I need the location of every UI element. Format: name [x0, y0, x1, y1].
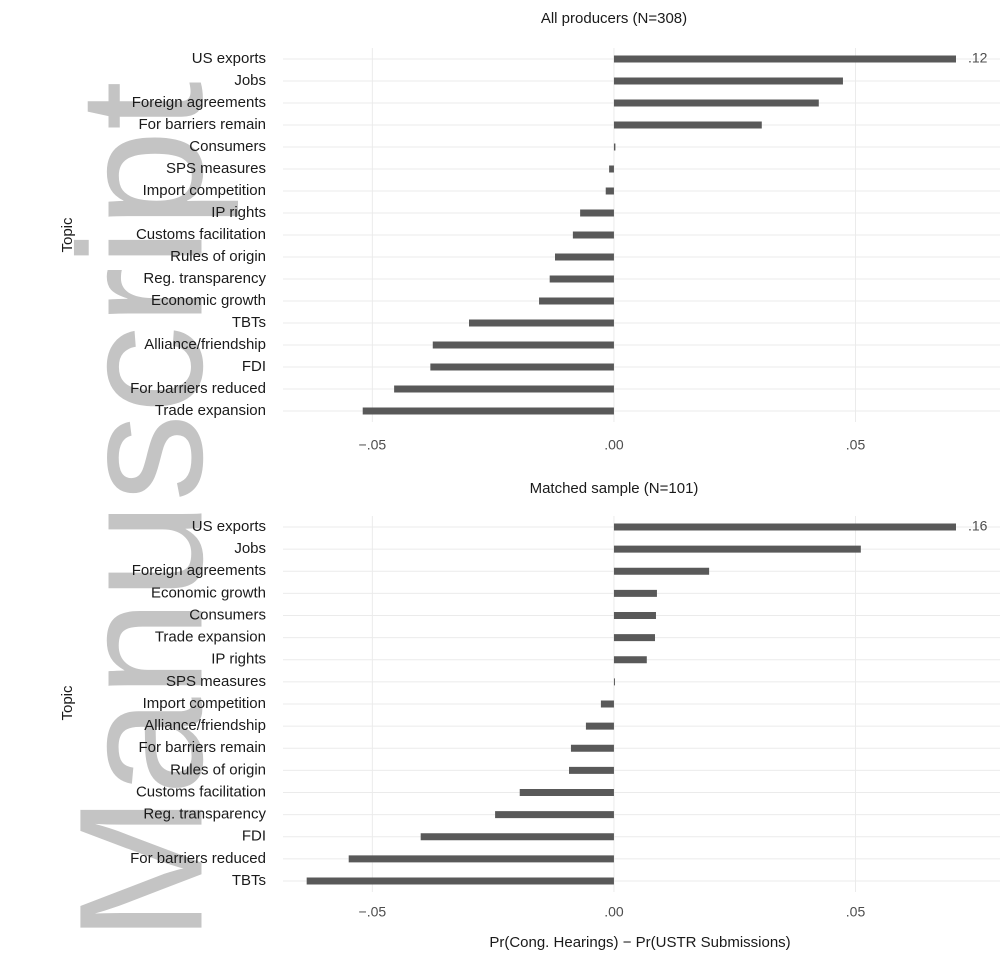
y-tick-label: Economic growth	[151, 584, 266, 601]
bar	[495, 811, 614, 819]
y-tick-label: FDI	[242, 358, 266, 375]
y-tick-label: IP rights	[211, 204, 266, 221]
panel-title: Matched sample (N=101)	[530, 480, 699, 497]
bar	[306, 877, 614, 885]
y-tick-label: Import competition	[143, 695, 266, 712]
bar	[430, 363, 614, 371]
y-tick-label: Trade expansion	[155, 402, 266, 419]
bar	[394, 385, 614, 393]
bar	[613, 77, 843, 85]
y-tick-label: Import competition	[143, 182, 266, 199]
x-tick-label: −.05	[359, 904, 387, 920]
bar	[420, 833, 614, 841]
y-tick-label: For barriers remain	[138, 116, 266, 133]
bar	[613, 55, 956, 63]
bar	[555, 253, 614, 261]
y-tick-label: For barriers remain	[138, 739, 266, 756]
x-axis-label: Pr(Cong. Hearings) − Pr(USTR Submissions…	[489, 934, 790, 951]
bar	[585, 722, 614, 730]
y-tick-label: Economic growth	[151, 292, 266, 309]
bar	[572, 231, 614, 239]
x-tick-label: .05	[846, 437, 866, 453]
y-tick-label: TBTs	[232, 314, 266, 331]
bar	[580, 209, 614, 217]
y-tick-label: Alliance/friendship	[144, 717, 266, 734]
value-label: .12	[968, 50, 988, 66]
bar	[519, 789, 614, 796]
y-tick-label: Foreign agreements	[132, 562, 266, 579]
bar	[570, 744, 614, 752]
bar	[362, 407, 614, 415]
bar	[613, 545, 861, 553]
y-tick-label: Reg. transparency	[143, 270, 266, 287]
bar	[613, 589, 657, 597]
bar	[613, 656, 647, 664]
y-tick-label: SPS measures	[166, 673, 266, 690]
bar	[432, 341, 614, 349]
bar	[613, 634, 656, 642]
bar	[613, 567, 710, 575]
bar	[539, 297, 614, 305]
x-tick-label: .00	[604, 437, 624, 453]
value-label: .16	[968, 518, 988, 534]
y-tick-label: Jobs	[234, 72, 266, 89]
y-tick-label: SPS measures	[166, 160, 266, 177]
x-tick-label: −.05	[359, 437, 387, 453]
y-tick-label: Reg. transparency	[143, 806, 266, 823]
y-tick-label: US exports	[192, 50, 266, 67]
bar	[613, 99, 819, 107]
y-tick-label: For barriers reduced	[130, 850, 266, 867]
bar	[600, 700, 614, 708]
bar	[348, 855, 614, 863]
y-tick-label: Customs facilitation	[136, 783, 266, 800]
watermark: Manuscript	[43, 81, 239, 942]
bar	[613, 678, 615, 686]
y-tick-label: Foreign agreements	[132, 94, 266, 111]
panel-title: All producers (N=308)	[541, 10, 687, 27]
y-tick-label: US exports	[192, 518, 266, 535]
bar	[613, 612, 656, 619]
bar	[609, 165, 614, 173]
x-tick-label: .05	[846, 904, 866, 920]
bar	[613, 523, 956, 531]
y-tick-label: FDI	[242, 828, 266, 845]
y-tick-label: For barriers reduced	[130, 380, 266, 397]
y-tick-label: IP rights	[211, 651, 266, 668]
y-tick-label: Rules of origin	[170, 248, 266, 265]
y-tick-label: Customs facilitation	[136, 226, 266, 243]
bar	[569, 766, 614, 774]
y-tick-label: Jobs	[234, 540, 266, 557]
y-axis-label: Topic	[59, 685, 76, 721]
y-axis-label: Topic	[59, 217, 76, 253]
bar	[549, 275, 614, 283]
x-tick-label: .00	[604, 904, 624, 920]
bar	[613, 121, 762, 129]
bar	[469, 319, 614, 327]
y-tick-label: Trade expansion	[155, 629, 266, 646]
bar	[605, 187, 614, 195]
y-tick-label: TBTs	[232, 872, 266, 889]
y-tick-label: Consumers	[189, 606, 266, 623]
y-tick-label: Consumers	[189, 138, 266, 155]
y-tick-label: Rules of origin	[170, 761, 266, 778]
y-tick-label: Alliance/friendship	[144, 336, 266, 353]
bar	[613, 143, 616, 151]
